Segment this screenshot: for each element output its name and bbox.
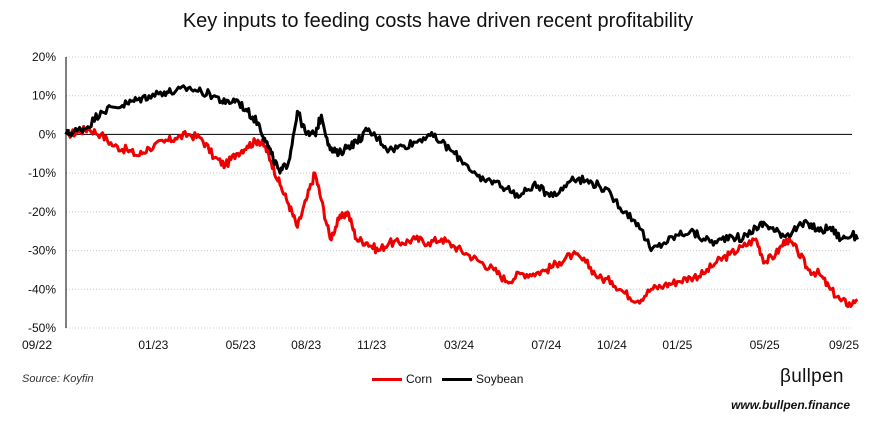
tick-labels: 20% 10% 0% -10% -20% -30% -40% -50% 09/22 01/23 05… <box>22 50 859 352</box>
x-tick-label: 03/24 <box>444 338 474 352</box>
x-tick-label: 08/23 <box>291 338 321 352</box>
brand-url: www.bullpen.finance <box>731 398 850 412</box>
x-tick-label: 01/25 <box>662 338 692 352</box>
x-tick-label: 11/23 <box>357 338 386 352</box>
series-line-soybean <box>64 84 859 253</box>
x-tick-label: 10/24 <box>597 338 627 352</box>
legend-item-corn: Corn <box>372 372 432 386</box>
y-tick-label: -10% <box>28 166 56 180</box>
x-tick-label: 05/23 <box>226 338 256 352</box>
legend: Corn Soybean <box>372 372 533 386</box>
x-tick-label: 01/23 <box>138 338 168 352</box>
legend-item-soybean: Soybean <box>442 372 523 386</box>
x-tick-label: 09/25 <box>829 338 859 352</box>
legend-swatch-soybean <box>442 377 473 381</box>
brand-logo: βullpen <box>780 366 844 387</box>
y-tick-label: -30% <box>28 244 56 258</box>
legend-swatch-corn <box>372 377 402 381</box>
source-note: Source: Koyfin <box>22 373 94 385</box>
x-tick-label: 05/25 <box>750 338 780 352</box>
y-tick-label: 0% <box>39 127 57 141</box>
x-tick-label: 07/24 <box>531 338 561 352</box>
y-tick-label: -40% <box>28 282 56 296</box>
chart-title: Key inputs to feeding costs have driven … <box>182 10 694 32</box>
y-tick-label: -20% <box>28 205 56 219</box>
series-line-corn <box>64 124 859 308</box>
y-tick-label: 20% <box>32 50 56 64</box>
legend-label-soybean: Soybean <box>476 372 524 386</box>
y-tick-label: -50% <box>28 321 56 335</box>
axes <box>65 57 852 328</box>
y-tick-label: 10% <box>32 89 56 103</box>
series-lines <box>64 84 859 308</box>
x-tick-label: 09/22 <box>22 338 52 352</box>
legend-label-corn: Corn <box>406 372 433 386</box>
gridlines <box>66 56 852 329</box>
